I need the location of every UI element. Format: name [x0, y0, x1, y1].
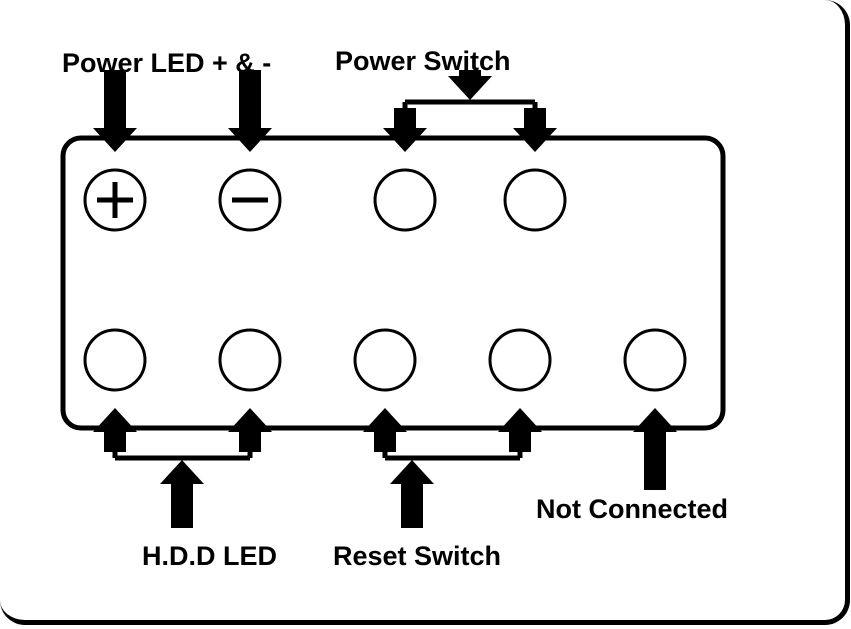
label-reset-switch: Reset Switch — [333, 541, 501, 572]
front-panel-diagram — [0, 0, 851, 629]
label-not-connected: Not Connected — [536, 494, 728, 525]
label-power-switch: Power Switch — [335, 46, 511, 77]
label-hdd-led: H.D.D LED — [142, 541, 277, 572]
label-power-led: Power LED + & - — [62, 48, 271, 79]
